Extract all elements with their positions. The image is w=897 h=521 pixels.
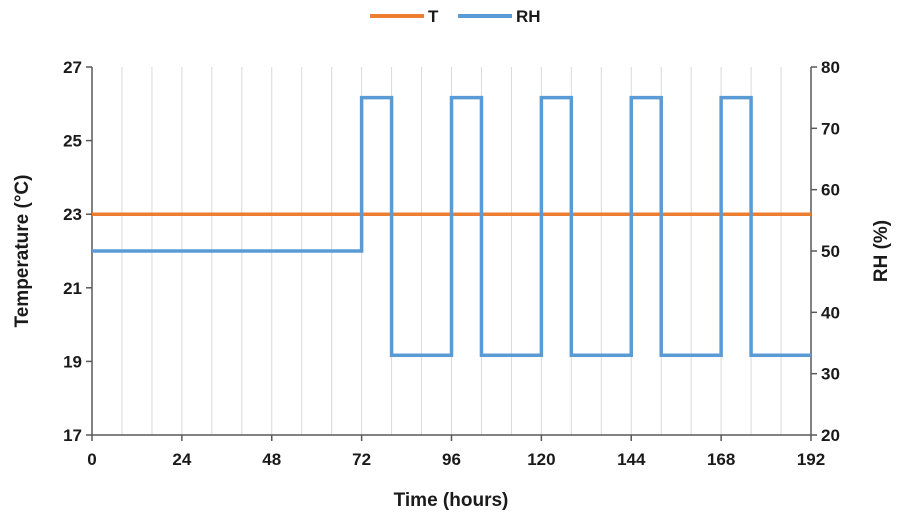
y-left-tick-label-4: 25 — [63, 132, 82, 151]
x-axis-title: Time (hours) — [394, 490, 509, 511]
x-tick-label-3: 72 — [352, 450, 371, 469]
y-left-tick-label-5: 27 — [63, 58, 82, 77]
tick-labels: 0 24 48 72 96 120 144 168 192 17 19 21 23 25 27 20 30 40 5… — [63, 58, 840, 469]
x-tick-label-0: 0 — [87, 450, 96, 469]
x-tick-label-7: 168 — [707, 450, 735, 469]
series-line-rh — [92, 95, 811, 358]
x-tick-label-2: 48 — [262, 450, 281, 469]
x-tick-label-5: 120 — [527, 450, 555, 469]
y-left-axis-title: Temperature (°C) — [12, 175, 33, 328]
x-tick-label-1: 24 — [172, 450, 191, 469]
legend-label-t: T — [428, 7, 439, 26]
y-right-axis-title: RH (%) — [871, 220, 892, 282]
y-right-tick-label-4: 60 — [821, 181, 840, 200]
y-right-tick-label-3: 50 — [821, 242, 840, 261]
x-tick-label-8: 192 — [797, 450, 825, 469]
y-left-tick-label-2: 21 — [63, 279, 82, 298]
y-right-tick-label-0: 20 — [821, 426, 840, 445]
x-tick-label-4: 96 — [442, 450, 461, 469]
y-left-tick-label-0: 17 — [63, 426, 82, 445]
y-right-tick-label-6: 80 — [821, 58, 840, 77]
y-left-tick-label-3: 23 — [63, 205, 82, 224]
series — [92, 95, 811, 358]
y-right-tick-label-1: 30 — [821, 365, 840, 384]
legend-label-rh: RH — [516, 7, 541, 26]
y-left-tick-label-1: 19 — [63, 352, 82, 371]
y-right-tick-label-5: 70 — [821, 119, 840, 138]
y-right-tick-label-2: 40 — [821, 303, 840, 322]
x-tick-label-6: 144 — [617, 450, 646, 469]
legend: T RH — [370, 7, 541, 26]
